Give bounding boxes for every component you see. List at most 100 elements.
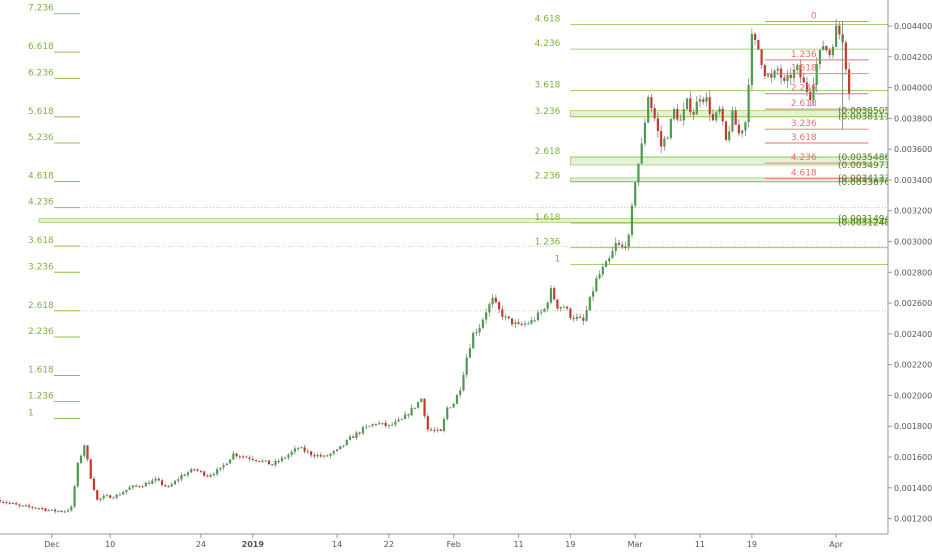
- candle-body: [656, 118, 659, 132]
- candle-body: [462, 374, 465, 391]
- fib-red-label: 4.618: [791, 168, 817, 178]
- candle-body: [131, 485, 134, 488]
- candle-body: [413, 407, 416, 409]
- candle-body: [549, 288, 553, 303]
- candle-body: [533, 320, 536, 322]
- candle-body: [692, 112, 695, 115]
- fib-extension-right-green[interactable]: 4.618 4.236 3.618 3.236 2.618 2.236 1.618 1.236…: [535, 14, 888, 266]
- candle-body: [815, 63, 818, 86]
- candle-body: [523, 323, 527, 325]
- candle-body: [235, 453, 238, 457]
- price-bracket-label: (0.0035486): [838, 153, 894, 163]
- fib-left-label: 3.236: [28, 262, 54, 272]
- candle-body: [588, 296, 591, 311]
- candle-body: [316, 454, 319, 457]
- candle-body: [66, 510, 70, 512]
- candle-body: [520, 323, 523, 325]
- candle-body: [322, 455, 326, 457]
- candle-body: [543, 308, 546, 312]
- candle-body: [562, 306, 566, 308]
- candle-body: [313, 455, 316, 457]
- candle-body: [770, 74, 773, 78]
- candle-body: [689, 98, 692, 113]
- candle-body: [452, 403, 455, 408]
- candle-body: [416, 402, 420, 408]
- candle-body: [650, 97, 653, 109]
- price-bracket-label: (0.0033870): [838, 178, 894, 188]
- candle-body: [446, 407, 449, 420]
- fib-left-label: 5.618: [28, 107, 54, 117]
- candle-body: [125, 489, 128, 493]
- candle-body: [838, 25, 841, 35]
- candle-body: [812, 85, 815, 101]
- candle-body: [300, 447, 303, 449]
- fib-extension-left[interactable]: 7.236 6.618 6.236 5.618 5.236 4.618 4.236 3.618…: [28, 4, 888, 420]
- x-tick-label: 24: [196, 540, 206, 549]
- candle-body: [381, 422, 384, 424]
- candle-body: [459, 390, 462, 395]
- candle-body: [267, 460, 271, 465]
- candle-body: [70, 506, 73, 511]
- candle-body: [345, 439, 348, 446]
- candle-body: [540, 311, 543, 313]
- fib-extension-right-red[interactable]: 0 1.236 1.618 2.236 2.618 3.236 3.618 4.236 4.61…: [764, 11, 869, 179]
- candle-body: [637, 163, 640, 183]
- fib-left-label: 7.236: [28, 4, 54, 14]
- fib-green-label: 1.618: [535, 213, 561, 223]
- candle-body: [63, 511, 66, 513]
- candle-body: [728, 131, 731, 140]
- candle-body: [186, 472, 190, 476]
- candle-body: [96, 490, 99, 500]
- candle-body: [245, 456, 248, 458]
- candle-body: [102, 495, 105, 499]
- x-tick-label: Dec: [44, 540, 59, 549]
- candle-body: [779, 68, 783, 78]
- candle-body: [663, 138, 666, 147]
- candle-body: [232, 453, 235, 460]
- candle-body: [348, 436, 352, 440]
- candle-body: [630, 205, 634, 235]
- candle-body: [378, 423, 381, 425]
- candle-body: [737, 124, 741, 134]
- candle-body: [705, 97, 708, 102]
- candle-body: [11, 503, 15, 505]
- candle-body: [53, 509, 57, 512]
- candle-body: [721, 108, 724, 122]
- candle-body: [485, 312, 488, 320]
- candle-body: [579, 316, 582, 318]
- candle-body: [397, 419, 400, 422]
- candle-body: [481, 319, 484, 328]
- candle-body: [643, 122, 647, 144]
- candle-body: [277, 461, 280, 463]
- price-axis-panel[interactable]: [888, 0, 932, 550]
- fib-red-label: 0: [811, 11, 817, 21]
- candle-body: [572, 317, 575, 319]
- fib-red-label: 4.236: [791, 153, 817, 163]
- candle-body: [802, 77, 805, 83]
- y-tick-label: 0.0012000: [894, 515, 932, 524]
- x-tick-label: 19: [565, 540, 575, 549]
- x-tick-label: 10: [105, 540, 115, 549]
- candle-body: [99, 498, 102, 500]
- candle-body: [319, 454, 322, 457]
- candle-body: [731, 110, 734, 132]
- candle-body: [355, 432, 358, 438]
- candle-body: [0, 500, 2, 502]
- fib-left-label: 2.618: [28, 301, 54, 311]
- candle-body: [611, 250, 614, 259]
- candle-body: [818, 49, 822, 64]
- candle-body: [352, 436, 355, 438]
- candle-body: [34, 507, 37, 509]
- candle-body: [553, 288, 556, 300]
- candle-body: [546, 302, 549, 309]
- candle-body: [673, 109, 676, 119]
